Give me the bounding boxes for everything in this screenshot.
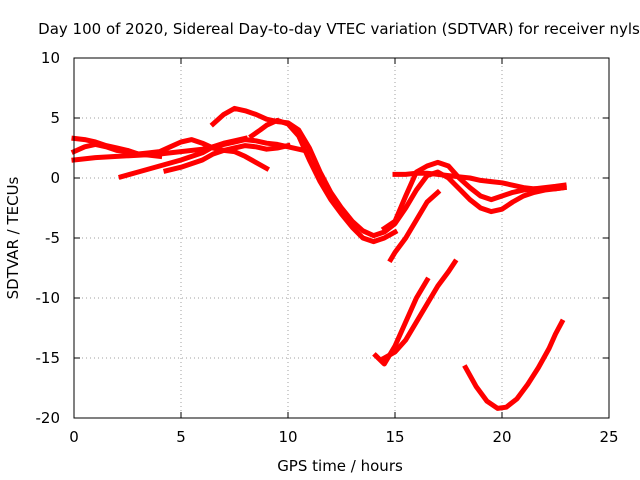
y-tick-label: -10: [36, 289, 61, 307]
x-tick-label: 20: [492, 428, 511, 446]
y-tick-label: -15: [36, 349, 61, 367]
x-tick-label: 10: [278, 428, 297, 446]
series-line-track-4: [118, 135, 249, 180]
x-tick-label: 15: [385, 428, 404, 446]
y-tick-label: 0: [50, 169, 60, 187]
y-tick-label: 5: [50, 109, 60, 127]
series-line-track-12: [380, 258, 459, 362]
axis-ticks: 0 5 10 15 20 25 -20 -15 -10 -5 0 5 10: [36, 49, 619, 446]
series-line-track-13: [462, 318, 566, 411]
series-line-track-7: [248, 117, 399, 245]
series-line-track-11: [372, 276, 431, 367]
y-axis-label: SDTVAR / TECUs: [4, 176, 22, 299]
x-tick-label: 25: [599, 428, 618, 446]
data-series: [70, 105, 567, 411]
y-tick-label: -5: [45, 229, 60, 247]
series-line-track-9: [392, 170, 567, 192]
x-axis-label: GPS time / hours: [277, 457, 403, 475]
series-line-track-5: [162, 147, 271, 174]
series-line-track-10: [387, 188, 442, 264]
y-tick-label: 10: [41, 49, 60, 67]
grid-lines: [74, 58, 609, 418]
y-tick-label: -20: [36, 409, 61, 427]
chart-title: Day 100 of 2020, Sidereal Day-to-day VTE…: [38, 20, 640, 38]
x-tick-label: 5: [176, 428, 186, 446]
series-line-track-3: [70, 141, 163, 160]
x-tick-label: 0: [69, 428, 79, 446]
